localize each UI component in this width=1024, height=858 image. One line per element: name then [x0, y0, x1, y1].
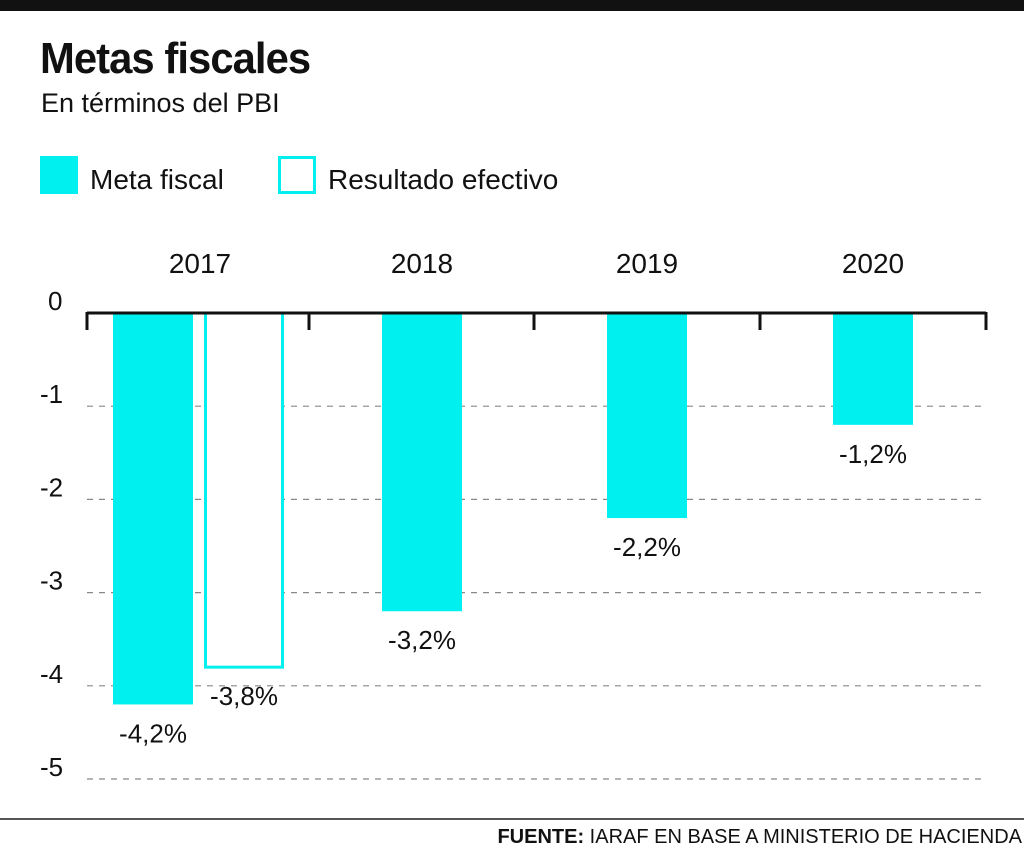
- source-note: FUENTE: IARAF EN BASE A MINISTERIO DE HA…: [497, 826, 1022, 849]
- top-rule: [0, 0, 1024, 11]
- data-label-meta-fiscal: -1,2%: [839, 439, 907, 469]
- legend-label-resultado-efectivo: Resultado efectivo: [328, 164, 559, 195]
- y-tick-label: -3: [40, 566, 63, 596]
- category-label: 2018: [391, 248, 453, 279]
- category-label: 2017: [169, 248, 231, 279]
- source-label: FUENTE:: [497, 826, 585, 848]
- y-tick-label: 0: [48, 286, 62, 316]
- data-label-meta-fiscal: -4,2%: [119, 718, 187, 748]
- category-label: 2020: [842, 248, 904, 279]
- bar-resultado-efectivo: [204, 311, 284, 669]
- data-label-meta-fiscal: -2,2%: [613, 532, 681, 562]
- data-label-resultado-efectivo: -3,8%: [210, 681, 278, 711]
- data-label-meta-fiscal: -3,2%: [388, 625, 456, 655]
- bar-meta-fiscal: [113, 313, 193, 705]
- chart-subtitle: En términos del PBI: [41, 88, 280, 118]
- source-text: IARAF EN BASE A MINISTERIO DE HACIENDA: [589, 826, 1022, 848]
- y-tick-label: -5: [40, 752, 63, 782]
- bar-meta-fiscal: [833, 313, 913, 425]
- legend-swatch-meta-fiscal: [40, 156, 78, 194]
- legend-label-meta-fiscal: Meta fiscal: [90, 164, 224, 195]
- y-tick-label: -2: [40, 472, 63, 502]
- y-tick-label: -1: [40, 379, 63, 409]
- legend-swatch-resultado-efectivo: [278, 156, 316, 194]
- chart-title: Metas fiscales: [40, 34, 311, 83]
- category-label: 2019: [616, 248, 678, 279]
- bar-meta-fiscal: [382, 313, 462, 612]
- y-tick-label: -4: [40, 659, 63, 689]
- footer-rule: [0, 818, 1024, 820]
- bar-meta-fiscal: [607, 313, 687, 519]
